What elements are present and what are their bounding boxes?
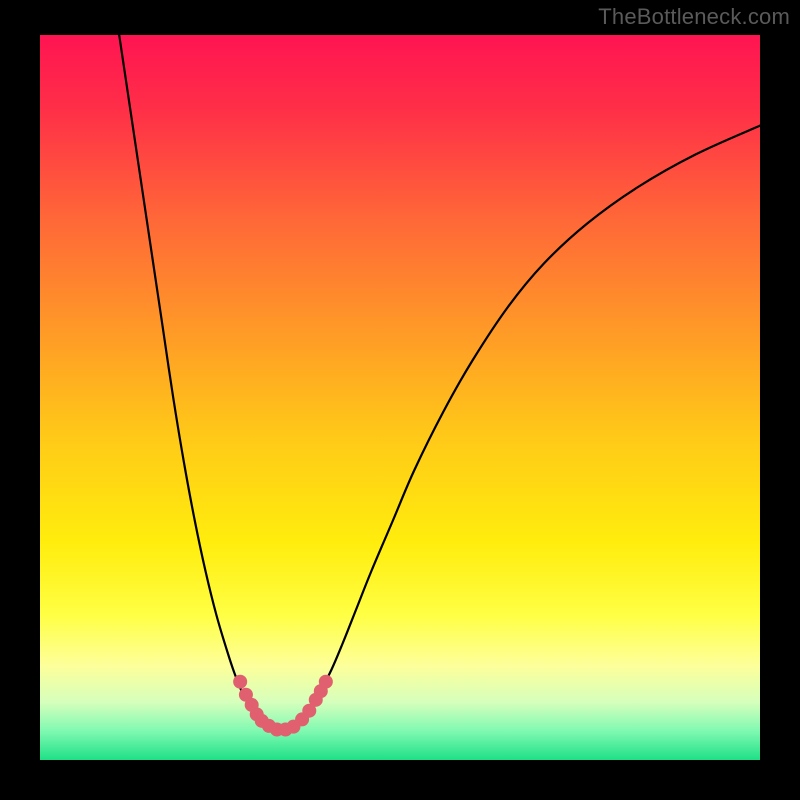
chart-container: TheBottleneck.com — [0, 0, 800, 800]
curve-marker — [233, 675, 247, 689]
chart-svg — [0, 0, 800, 800]
curve-marker — [319, 675, 333, 689]
gradient-background — [40, 35, 760, 760]
